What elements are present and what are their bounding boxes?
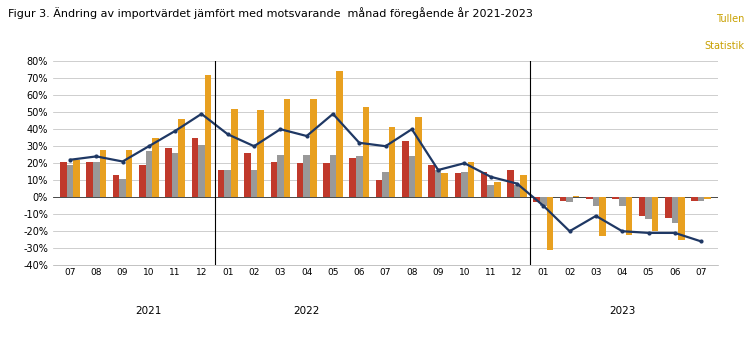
Bar — [600, 197, 606, 236]
Bar — [225, 170, 231, 197]
Bar — [691, 197, 698, 201]
Bar — [494, 182, 500, 197]
Bar — [454, 173, 461, 197]
Bar — [547, 197, 553, 250]
Bar — [671, 197, 678, 223]
Bar — [119, 178, 126, 197]
Bar — [277, 155, 284, 197]
Bar — [178, 119, 185, 197]
Bar — [415, 117, 422, 197]
Bar — [271, 162, 277, 197]
Bar — [251, 170, 257, 197]
Bar — [389, 128, 395, 197]
Bar — [507, 170, 514, 197]
Bar — [126, 150, 132, 197]
Bar — [678, 197, 685, 240]
Bar — [559, 197, 566, 201]
Bar — [218, 170, 225, 197]
Bar — [402, 141, 408, 197]
Bar — [645, 197, 652, 219]
Bar — [705, 197, 711, 199]
Bar — [73, 160, 80, 197]
Bar — [698, 197, 705, 201]
Bar — [86, 162, 93, 197]
Bar — [323, 163, 330, 197]
Text: Statistik: Statistik — [705, 41, 745, 51]
Bar — [139, 165, 146, 197]
Text: 2023: 2023 — [609, 306, 635, 316]
Bar — [481, 172, 488, 197]
Bar — [625, 197, 632, 235]
Text: Tullen: Tullen — [716, 14, 745, 23]
Bar — [488, 185, 494, 197]
Bar — [231, 109, 237, 197]
Bar — [303, 155, 310, 197]
Bar — [60, 162, 67, 197]
Bar — [534, 197, 540, 202]
Bar — [284, 99, 290, 197]
Bar — [297, 163, 303, 197]
Bar — [573, 195, 580, 197]
Bar — [442, 173, 448, 197]
Bar — [310, 99, 317, 197]
Bar — [639, 197, 645, 216]
Bar — [67, 165, 73, 197]
Bar — [408, 156, 415, 197]
Bar — [461, 172, 468, 197]
Bar — [363, 107, 369, 197]
Bar — [429, 165, 435, 197]
Bar — [376, 180, 383, 197]
Bar — [166, 148, 172, 197]
Bar — [665, 197, 671, 218]
Bar — [191, 138, 198, 197]
Bar — [586, 197, 593, 199]
Text: 2022: 2022 — [293, 306, 320, 316]
Bar — [619, 197, 625, 206]
Bar — [612, 197, 619, 199]
Text: Figur 3. Ändring av importvärdet jämfört med motsvarande  månad föregående år 20: Figur 3. Ändring av importvärdet jämfört… — [8, 7, 532, 19]
Bar — [113, 175, 119, 197]
Bar — [257, 110, 264, 197]
Bar — [330, 155, 336, 197]
Bar — [514, 185, 520, 197]
Bar — [172, 153, 178, 197]
Bar — [152, 138, 159, 197]
Text: 2021: 2021 — [136, 306, 162, 316]
Bar — [356, 156, 363, 197]
Bar — [652, 197, 658, 231]
Bar — [593, 197, 600, 206]
Bar — [205, 75, 212, 197]
Bar — [198, 144, 205, 197]
Bar — [349, 158, 356, 197]
Bar — [100, 150, 106, 197]
Bar — [383, 172, 389, 197]
Bar — [244, 153, 251, 197]
Bar — [435, 170, 442, 197]
Bar — [468, 162, 474, 197]
Bar — [540, 197, 547, 206]
Bar — [566, 197, 573, 202]
Bar — [336, 71, 342, 197]
Bar — [520, 175, 527, 197]
Bar — [93, 162, 100, 197]
Bar — [146, 151, 152, 197]
